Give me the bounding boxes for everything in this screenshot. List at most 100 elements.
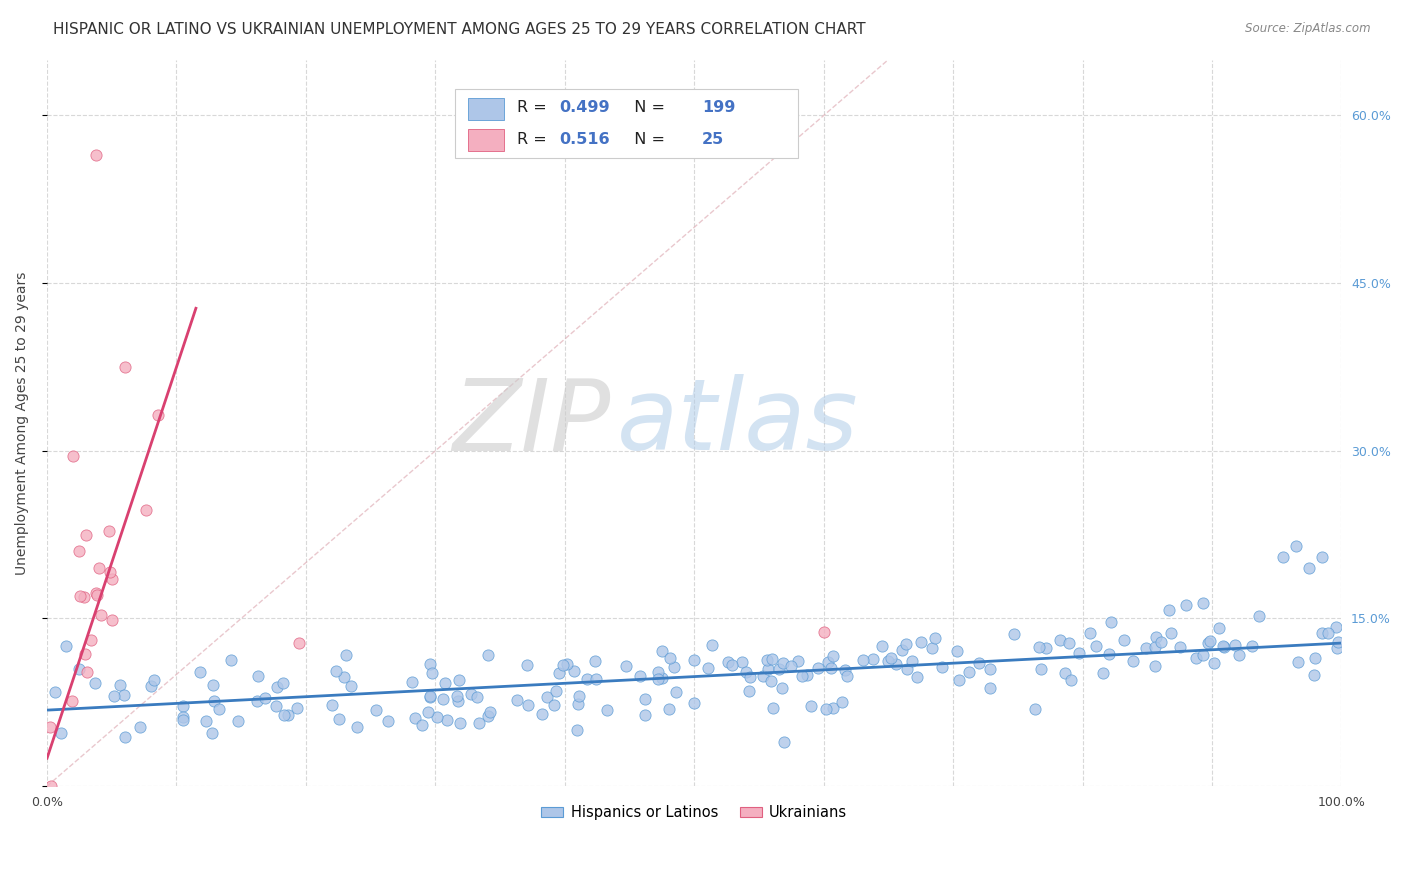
- Point: [633, 692, 655, 706]
- Point: [1085, 639, 1108, 653]
- Point: [1326, 640, 1348, 655]
- Point: [921, 640, 943, 655]
- Point: [870, 639, 893, 653]
- Point: [821, 701, 844, 715]
- Point: [946, 644, 969, 658]
- Point: [1168, 640, 1191, 654]
- Point: [807, 661, 830, 675]
- Point: [135, 503, 157, 517]
- Point: [76, 665, 98, 679]
- Point: [98, 565, 121, 579]
- Point: [1303, 651, 1326, 665]
- Point: [226, 714, 249, 729]
- Point: [683, 696, 706, 710]
- Point: [114, 359, 136, 374]
- Y-axis label: Unemployment Among Ages 25 to 29 years: Unemployment Among Ages 25 to 29 years: [15, 271, 30, 574]
- Point: [1286, 655, 1309, 669]
- Point: [100, 572, 122, 586]
- Point: [762, 700, 785, 714]
- Point: [101, 613, 124, 627]
- Point: [568, 689, 591, 703]
- Point: [60, 694, 83, 708]
- Point: [630, 669, 652, 683]
- Point: [516, 658, 538, 673]
- Point: [814, 701, 837, 715]
- Point: [905, 670, 928, 684]
- Point: [957, 665, 980, 679]
- Text: Source: ZipAtlas.com: Source: ZipAtlas.com: [1246, 22, 1371, 36]
- Point: [86, 589, 108, 603]
- Point: [208, 702, 231, 716]
- Point: [1310, 626, 1333, 640]
- Point: [1174, 598, 1197, 612]
- Point: [188, 665, 211, 679]
- Point: [1112, 632, 1135, 647]
- Point: [583, 654, 606, 668]
- Point: [273, 707, 295, 722]
- Point: [1310, 549, 1333, 564]
- Point: [411, 717, 433, 731]
- Point: [647, 665, 669, 680]
- Point: [1160, 626, 1182, 640]
- Point: [779, 659, 801, 673]
- Point: [44, 685, 66, 699]
- Point: [896, 662, 918, 676]
- Point: [658, 702, 681, 716]
- Point: [75, 527, 97, 541]
- Point: [1241, 639, 1264, 653]
- Point: [110, 678, 132, 692]
- Point: [880, 651, 903, 665]
- Point: [831, 695, 853, 709]
- Point: [1057, 636, 1080, 650]
- Point: [420, 665, 443, 680]
- Point: [449, 715, 471, 730]
- Point: [139, 679, 162, 693]
- Point: [837, 669, 859, 683]
- Point: [477, 648, 499, 662]
- Point: [557, 657, 579, 672]
- Point: [924, 632, 946, 646]
- Point: [1098, 647, 1121, 661]
- FancyBboxPatch shape: [468, 129, 503, 151]
- Point: [576, 672, 599, 686]
- Point: [967, 656, 990, 670]
- Text: R =: R =: [517, 131, 551, 146]
- Point: [1122, 654, 1144, 668]
- Point: [1199, 634, 1222, 648]
- Point: [1202, 656, 1225, 670]
- Point: [1035, 641, 1057, 656]
- Point: [756, 662, 779, 676]
- Point: [432, 692, 454, 706]
- Point: [38, 720, 60, 734]
- Point: [1285, 539, 1308, 553]
- Point: [401, 674, 423, 689]
- Point: [83, 676, 105, 690]
- Text: HISPANIC OR LATINO VS UKRAINIAN UNEMPLOYMENT AMONG AGES 25 TO 29 YEARS CORRELATI: HISPANIC OR LATINO VS UKRAINIAN UNEMPLOY…: [53, 22, 866, 37]
- Point: [143, 673, 166, 688]
- FancyBboxPatch shape: [454, 88, 797, 158]
- Text: atlas: atlas: [617, 375, 858, 471]
- Point: [69, 590, 91, 604]
- Point: [1223, 638, 1246, 652]
- Point: [447, 673, 470, 687]
- Text: ZIP: ZIP: [451, 375, 610, 471]
- Point: [752, 669, 775, 683]
- Point: [477, 708, 499, 723]
- Point: [328, 712, 350, 726]
- Point: [647, 672, 669, 686]
- Point: [446, 694, 468, 708]
- Point: [530, 707, 553, 722]
- Point: [460, 687, 482, 701]
- Point: [1054, 666, 1077, 681]
- Point: [1298, 561, 1320, 575]
- Point: [335, 648, 357, 662]
- Point: [702, 638, 724, 652]
- Point: [823, 648, 845, 663]
- Point: [1212, 639, 1234, 653]
- Point: [377, 714, 399, 729]
- Point: [1326, 635, 1348, 649]
- Point: [682, 653, 704, 667]
- Point: [1197, 636, 1219, 650]
- Point: [896, 637, 918, 651]
- Point: [1029, 662, 1052, 676]
